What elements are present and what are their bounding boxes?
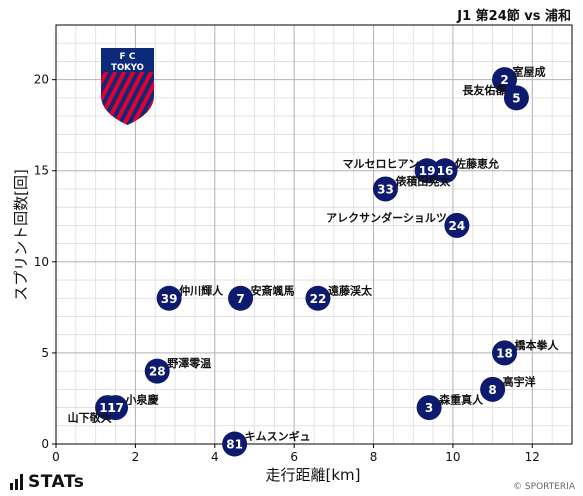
- point-marker: [444, 212, 470, 238]
- badge-stripe: [182, 72, 217, 130]
- point-name-label: 遠藤渓太: [328, 283, 373, 297]
- badge-stripe: [101, 72, 118, 125]
- badge-stripe: [65, 72, 100, 130]
- x-tick-label: 2: [132, 450, 140, 464]
- y-axis-label: スプリント回数[回]: [12, 169, 30, 301]
- plot-frame: [55, 24, 573, 445]
- point-number-label: 81: [226, 438, 243, 452]
- badge-stripe: [119, 72, 154, 125]
- point-marker: [228, 285, 254, 311]
- y-tick-label: 15: [34, 164, 49, 178]
- point-name-label: 室屋成: [513, 65, 546, 79]
- point-marker: [305, 285, 331, 311]
- point-marker: [222, 431, 248, 457]
- point-number-label: 8: [488, 383, 496, 397]
- y-tick-label: 5: [41, 346, 49, 360]
- badge-stripe: [173, 72, 208, 130]
- point-number-label: 3: [425, 401, 433, 415]
- point-name-label: 仲川輝人: [179, 283, 224, 297]
- point-marker: [144, 358, 170, 384]
- point-marker: [492, 67, 518, 93]
- point-number-label: 11: [99, 401, 116, 415]
- point-marker: [492, 340, 518, 366]
- chart-title: J1 第24節 vs 浦和: [457, 9, 571, 24]
- point-number-label: 17: [107, 401, 124, 415]
- point-number-label: 2: [500, 73, 508, 87]
- copyright: © SPORTERIA: [513, 482, 575, 492]
- x-tick-label: 12: [525, 450, 540, 464]
- point-number-label: 33: [377, 182, 394, 196]
- point-marker: [156, 285, 182, 311]
- point-number-label: 7: [236, 292, 244, 306]
- x-tick-label: 0: [52, 450, 60, 464]
- point-name-label: 俵積田晃太: [395, 174, 451, 188]
- point-name-label: 小泉慶: [125, 393, 159, 407]
- point-name-label: 高宇洋: [503, 374, 536, 388]
- badge-stripe: [164, 72, 199, 130]
- badge-stripe: [155, 72, 190, 130]
- point-marker: [372, 176, 398, 202]
- point-number-label: 19: [419, 164, 436, 178]
- point-marker: [414, 158, 440, 184]
- point-marker: [103, 395, 129, 421]
- point-number-label: 22: [310, 292, 327, 306]
- x-tick-label: 8: [370, 450, 378, 464]
- point-name-label: 安斎颯馬: [251, 283, 295, 297]
- badge-fc-text: F C: [120, 52, 136, 62]
- point-name-label: 森重真人: [439, 393, 484, 407]
- point-number-label: 24: [449, 219, 466, 233]
- point-number-label: 18: [496, 346, 513, 360]
- point-name-label: 野澤零温: [167, 356, 211, 370]
- y-tick-label: 20: [34, 73, 49, 87]
- y-tick-label: 10: [34, 255, 49, 269]
- badge-stripe: [56, 72, 91, 130]
- y-tick-label: 0: [41, 437, 49, 451]
- point-name-label: 橋本拳人: [515, 338, 560, 352]
- stats-brand-text: STATs: [28, 472, 85, 492]
- point-name-label: マルセロヒアン: [343, 158, 420, 171]
- point-marker: [432, 158, 458, 184]
- x-tick-label: 10: [445, 450, 460, 464]
- stats-logo: STATs: [10, 472, 84, 492]
- point-name-label: 佐藤恵允: [454, 157, 499, 171]
- x-axis-label: 走行距離[km]: [265, 466, 360, 484]
- point-number-label: 5: [512, 91, 520, 105]
- point-marker: [503, 85, 529, 111]
- badge-stripe: [128, 72, 154, 125]
- point-name-label: 山下敬大: [68, 411, 112, 425]
- badge-stripe: [101, 72, 127, 125]
- point-marker: [480, 376, 506, 402]
- badge-tokyo-text: TOKYO: [111, 63, 144, 73]
- badge-stripe: [47, 72, 82, 130]
- badge-stripe: [110, 72, 145, 125]
- point-marker: [416, 395, 442, 421]
- point-number-label: 39: [161, 292, 178, 306]
- point-number-label: 28: [149, 365, 166, 379]
- point-name-label: キムスンギュ: [245, 429, 311, 443]
- point-number-label: 16: [437, 164, 454, 178]
- x-tick-label: 6: [290, 450, 298, 464]
- point-name-label: 長友佑都: [462, 83, 506, 97]
- stats-bars-icon: [10, 474, 23, 490]
- point-name-label: アレクサンダーショルツ: [326, 210, 447, 224]
- fc-tokyo-badge: F C TOKYO: [47, 48, 217, 130]
- x-tick-label: 4: [211, 450, 219, 464]
